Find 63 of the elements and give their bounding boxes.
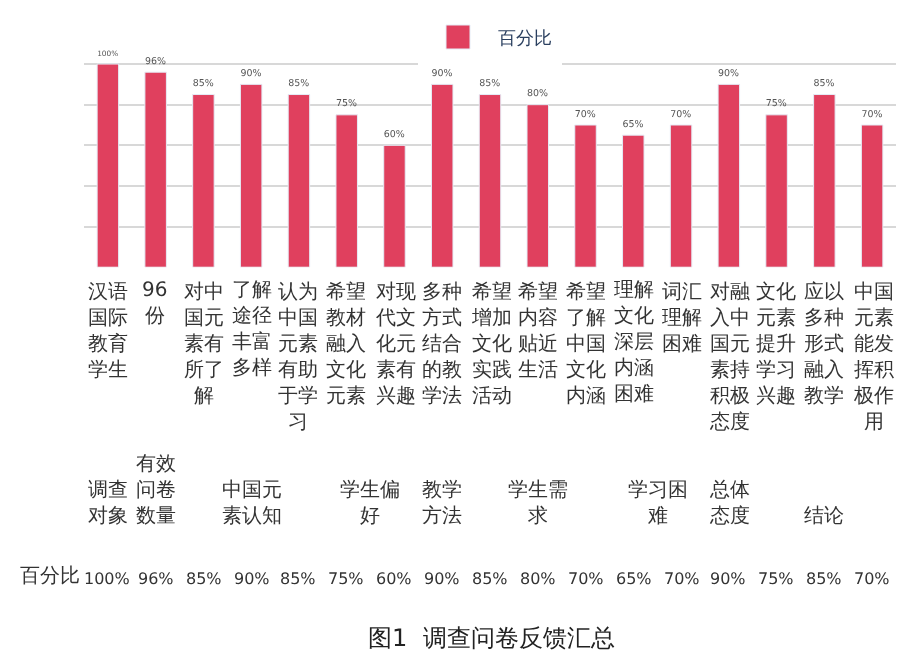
- bar: [478, 94, 502, 268]
- data-label: 90%: [234, 570, 271, 588]
- x-tick-label: 希望增加文化实践活动: [470, 280, 512, 408]
- x-tick-label: 中国元素能发挥积极作用: [852, 280, 894, 434]
- text: 学生偏好: [340, 478, 400, 528]
- x-tick-label: 96份: [142, 280, 168, 328]
- data-label: 96%: [138, 570, 175, 588]
- data-label: 60%: [376, 570, 413, 588]
- data-label: 70%: [568, 570, 605, 588]
- text: 总体态度: [708, 478, 750, 528]
- bar: [287, 94, 311, 268]
- data-label: 90%: [710, 570, 747, 588]
- data-label: 85%: [806, 570, 843, 588]
- data-label: 80%: [520, 570, 557, 588]
- bar: [383, 144, 406, 268]
- x-tick-label: 了解途径丰富多样: [232, 280, 272, 380]
- text: 学生需求: [508, 478, 568, 528]
- bar: [717, 83, 741, 268]
- data-label: 70%: [854, 570, 891, 588]
- bar: [860, 124, 884, 268]
- data-label: 75%: [758, 570, 795, 588]
- bar: [239, 83, 263, 268]
- text: 百分比: [20, 566, 80, 588]
- text: 学习困难: [628, 478, 688, 528]
- data-label: 70%: [664, 570, 701, 588]
- x-tick-label: 对中国元素有所了解: [184, 280, 224, 408]
- x-tick-label: 希望了解中国文化内涵: [566, 280, 606, 408]
- x-tick-label: 理解文化深层内涵困难: [614, 280, 654, 406]
- x-tick-label: 应以多种形式融入教学: [804, 280, 844, 408]
- x-tick-label: 词汇理解困难: [662, 280, 702, 356]
- data-label: 75%: [328, 570, 365, 588]
- x-tick-label: 认为中国元素有助于学习: [278, 280, 318, 434]
- x-tick-label: 希望教材融入文化元素: [326, 280, 366, 408]
- x-tick-label: 对融入中国元素持积极态度: [708, 280, 750, 434]
- bar: [144, 71, 167, 268]
- x-tick-label: 汉语国际教育学生: [88, 280, 128, 382]
- bar: [765, 114, 788, 268]
- data-label: 90%: [424, 570, 461, 588]
- x-tick-label: 对现代文化元素有兴趣: [374, 280, 416, 408]
- bar: [574, 124, 597, 268]
- bar: [622, 134, 645, 268]
- x-tick-label: 多种方式结合的教学法: [422, 280, 462, 408]
- bar: [335, 114, 358, 268]
- bar: [669, 124, 693, 268]
- bar: [430, 83, 454, 268]
- bar: [813, 94, 836, 268]
- text: 结论: [804, 504, 844, 528]
- text: 有效问卷数量: [136, 452, 176, 528]
- bar: [96, 63, 120, 268]
- data-label: 100%: [84, 570, 131, 588]
- legend-label: 百分比: [498, 28, 552, 51]
- data-label: 85%: [186, 570, 223, 588]
- text: 调查对象: [88, 478, 128, 528]
- x-tick-label: 希望内容贴近生活: [518, 280, 558, 382]
- bar: [526, 104, 550, 268]
- text: 教学方法: [422, 478, 462, 528]
- bar: [192, 94, 215, 268]
- data-label: 85%: [280, 570, 317, 588]
- text: 中国元素认知: [222, 478, 282, 528]
- caption: 图1 调查问卷反馈汇总: [368, 624, 615, 652]
- x-tick-label: 文化元素提升学习兴趣: [756, 280, 796, 408]
- data-label: 85%: [472, 570, 509, 588]
- data-label: 65%: [616, 570, 653, 588]
